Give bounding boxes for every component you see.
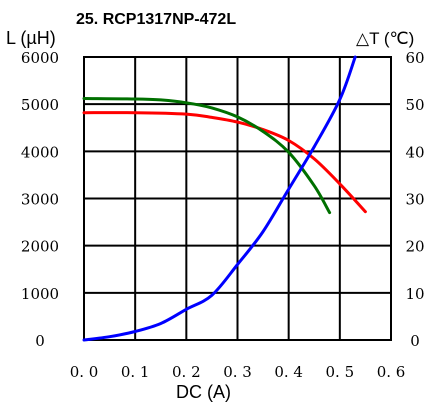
left-y-tick-label: 2000 bbox=[21, 238, 59, 256]
right-y-tick-label: 10 bbox=[405, 285, 424, 303]
x-tick-label: 0. 3 bbox=[223, 363, 252, 381]
x-tick-label: 0. 4 bbox=[274, 363, 303, 381]
x-tick-label: 0. 0 bbox=[70, 363, 99, 381]
right-axis-label: △T (℃) bbox=[356, 29, 414, 48]
left-y-tick-label: 6000 bbox=[21, 49, 59, 67]
series-line-3 bbox=[82, 55, 357, 342]
tick-labels: 0. 0 0. 1 0. 2 0. 3 0. 4 0. 5 0. 6010002000300… bbox=[21, 49, 425, 381]
right-y-tick-label: 30 bbox=[405, 191, 424, 209]
x-axis-label: DC (A) bbox=[176, 382, 231, 402]
x-tick-label: 0. 1 bbox=[121, 363, 150, 381]
chart-title: 25. RCP1317NP-472L bbox=[76, 11, 236, 28]
x-tick-label: 0. 6 bbox=[377, 363, 406, 381]
left-y-tick-label: 0 bbox=[35, 332, 45, 350]
left-y-tick-label: 3000 bbox=[21, 191, 59, 209]
series-line-1 bbox=[82, 111, 367, 214]
left-y-tick-label: 1000 bbox=[21, 285, 59, 303]
x-tick-label: 0. 5 bbox=[326, 363, 355, 381]
series-group bbox=[82, 55, 367, 342]
x-tick-label: 0. 2 bbox=[172, 363, 201, 381]
right-y-tick-label: 20 bbox=[405, 238, 424, 256]
right-y-tick-label: 0 bbox=[410, 332, 420, 350]
left-axis-label: L (µH) bbox=[6, 28, 56, 48]
left-y-tick-label: 4000 bbox=[21, 143, 59, 161]
right-y-tick-label: 50 bbox=[405, 96, 424, 114]
left-y-tick-label: 5000 bbox=[21, 96, 59, 114]
right-y-tick-label: 60 bbox=[405, 49, 424, 67]
right-y-tick-label: 40 bbox=[405, 143, 424, 161]
